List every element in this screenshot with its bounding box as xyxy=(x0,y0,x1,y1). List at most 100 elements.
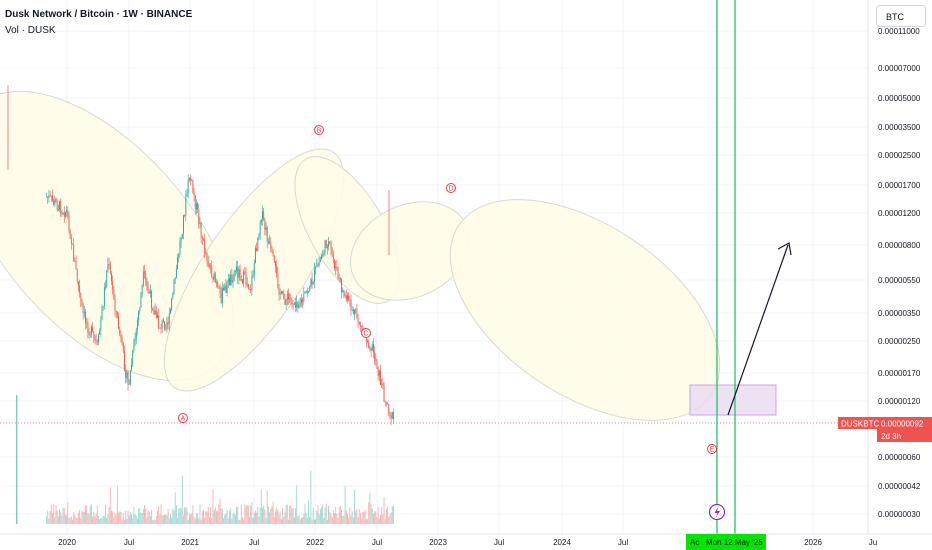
volume-bar xyxy=(356,508,358,524)
volume-bar xyxy=(369,492,371,524)
candle-body xyxy=(284,298,286,305)
volume-bar xyxy=(162,515,164,524)
volume-bar xyxy=(323,518,325,524)
volume-bar xyxy=(304,504,306,524)
candle-body xyxy=(330,241,332,249)
volume-bar xyxy=(291,508,293,524)
volume-bar xyxy=(157,510,158,524)
volume-bar xyxy=(206,511,208,524)
candle-body xyxy=(69,230,71,239)
volume-bar xyxy=(89,505,91,524)
volume-bar xyxy=(144,505,145,524)
volume-bar xyxy=(207,506,209,524)
candle-body xyxy=(384,401,386,403)
volume-bar xyxy=(52,513,53,524)
candle-body xyxy=(338,277,340,279)
volume-bar xyxy=(272,501,274,524)
volume-bar xyxy=(233,513,235,524)
time-tick-label: Jul xyxy=(249,538,259,547)
candle-body xyxy=(184,215,186,217)
time-axis[interactable]: 2020 Jul 2021 Jul 2022 Jul 2023 Jul 2024 Jul 2026 J… xyxy=(58,538,877,547)
volume-bar xyxy=(332,510,334,524)
candle-body xyxy=(336,266,338,268)
candle-body xyxy=(355,309,357,311)
candle-body xyxy=(114,299,116,312)
candle-body xyxy=(96,341,98,343)
volume-bar xyxy=(253,512,255,524)
flash-icon[interactable] xyxy=(708,503,726,521)
volume-bar xyxy=(116,485,118,524)
candle-body xyxy=(227,278,229,282)
volume-bar xyxy=(376,517,378,524)
volume-bar xyxy=(172,509,174,524)
volume-bar xyxy=(341,509,343,524)
volume-bar xyxy=(329,511,331,524)
currency-button[interactable]: BTC xyxy=(876,5,926,27)
candle-body xyxy=(134,338,136,342)
candle-body xyxy=(149,291,151,294)
volume-label: Vol · DUSK xyxy=(5,25,56,36)
volume-bar xyxy=(159,514,161,524)
volume-bar xyxy=(302,516,304,524)
candle-body xyxy=(68,215,70,231)
candle-body xyxy=(369,347,371,349)
candle-body xyxy=(290,298,292,300)
price-tick-label: 0.00000550 xyxy=(878,276,921,285)
candle-body xyxy=(113,289,115,300)
volume-bar xyxy=(318,514,320,524)
volume-bar xyxy=(158,505,160,524)
candle-body xyxy=(190,178,191,181)
volume-bar xyxy=(147,509,149,524)
wave-label-d xyxy=(446,183,456,193)
candle-body xyxy=(157,315,158,319)
volume-bar xyxy=(313,519,315,524)
candle-body xyxy=(316,264,318,268)
candle-body xyxy=(224,285,226,290)
candle-body xyxy=(133,341,135,351)
candle-body xyxy=(159,327,161,329)
volume-bar xyxy=(256,512,258,524)
candle-body xyxy=(324,240,326,253)
candle-body xyxy=(48,195,50,198)
candle-body xyxy=(282,291,284,294)
volume-bar xyxy=(68,517,70,524)
candle-body xyxy=(225,285,227,293)
candle-body xyxy=(266,227,268,243)
candle-body xyxy=(241,279,243,283)
candle-body xyxy=(55,199,57,202)
volume-bar xyxy=(383,497,385,524)
volume-bar xyxy=(167,509,169,524)
price-tick-label: 0.00001200 xyxy=(878,209,921,218)
candle-body xyxy=(332,254,334,260)
candle-body xyxy=(93,331,95,337)
volume-bar xyxy=(96,505,98,524)
volume-bar xyxy=(131,514,132,524)
volume-bar xyxy=(125,510,127,524)
candle-body xyxy=(356,309,358,319)
candle-body xyxy=(372,344,374,353)
volume-bar xyxy=(149,516,151,524)
volume-bar xyxy=(70,516,72,524)
candle-body xyxy=(339,278,341,280)
volume-bar xyxy=(338,507,340,524)
volume-bar xyxy=(114,512,116,524)
volume-bar xyxy=(210,507,212,524)
volume-bars xyxy=(16,395,394,524)
candle-body xyxy=(275,262,276,267)
candle-body xyxy=(393,412,394,420)
candle-body xyxy=(192,179,194,193)
price-axis[interactable]: 0.00011000 0.00007000 0.00005000 0.00003500… xyxy=(878,27,921,519)
volume-bar xyxy=(284,512,286,524)
volume-bar xyxy=(188,513,190,524)
volume-bar xyxy=(185,507,187,524)
candle-body xyxy=(188,178,190,180)
volume-bar xyxy=(267,506,269,524)
candle-body xyxy=(328,241,330,247)
candle-body xyxy=(89,334,91,336)
candle-body xyxy=(306,291,308,293)
volume-bar xyxy=(100,518,102,524)
time-tick-label: 2026 xyxy=(804,538,822,547)
candle-body xyxy=(244,271,246,274)
candle-body xyxy=(60,200,62,214)
